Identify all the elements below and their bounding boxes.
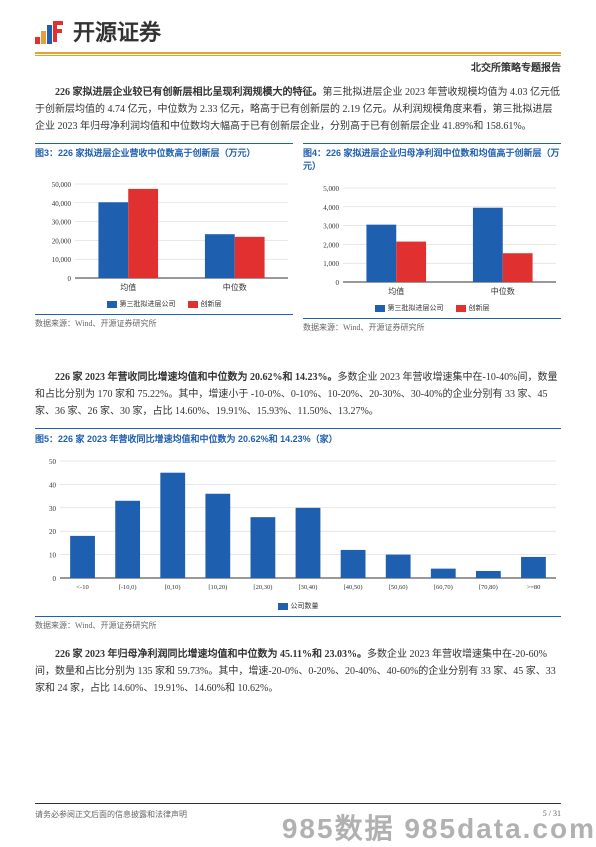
svg-text:3,000: 3,000 xyxy=(323,223,339,231)
paragraph-1: 226 家拟进层企业较已有创新层相比呈现利润规模大的特征。第三批拟进层企业 20… xyxy=(0,84,596,135)
svg-text:0: 0 xyxy=(68,275,72,283)
watermark: 985数据 985data.com xyxy=(282,807,596,847)
company-logo-icon xyxy=(35,19,65,44)
company-logo-text: 开源证券 xyxy=(73,15,161,47)
chart-4-container: 图4：226 家拟进层企业归母净利润中位数和均值高于创新层（万元） 0 1,000… xyxy=(303,143,561,336)
chart-5-legend: 公司数量 xyxy=(35,601,561,611)
svg-text:5,000: 5,000 xyxy=(323,185,339,193)
svg-text:0: 0 xyxy=(336,279,340,287)
paragraph-2-lead: 226 家 2023 年营收同比增速均值和中位数为 20.62%和 14.23%… xyxy=(55,372,338,383)
svg-text:40,000: 40,000 xyxy=(52,200,72,208)
report-type: 北交所策略专题报告 xyxy=(0,56,596,84)
svg-text:50,000: 50,000 xyxy=(52,181,72,189)
paragraph-1-lead: 226 家拟进层企业较已有创新层相比呈现利润规模大的特征。 xyxy=(55,87,323,98)
svg-text:均值: 均值 xyxy=(120,282,136,292)
svg-text:10: 10 xyxy=(49,552,57,560)
chart-5-title: 图5：226 家 2023 年营收同比增速均值和中位数为 20.62%和 14.… xyxy=(35,428,561,448)
svg-text:<-10: <-10 xyxy=(76,584,88,591)
chart-3-source: 数据来源：Wind、开源证券研究所 xyxy=(35,314,293,332)
svg-text:40: 40 xyxy=(49,482,57,490)
paragraph-3: 226 家 2023 年归母净利润同比增速均值和中位数为 45.11%和 23.… xyxy=(0,646,596,697)
svg-text:中位数: 中位数 xyxy=(223,282,247,292)
chart-5-svg: 0 10 20 30 40 50 <-10 [-10,0) [0,10) [10,20) [20,3… xyxy=(35,453,561,598)
svg-text:4,000: 4,000 xyxy=(323,204,339,212)
chart-3-container: 图3：226 家拟进层企业营收中位数高于创新层（万元） 0 10,000 20,00… xyxy=(35,143,293,336)
paragraph-2: 226 家 2023 年营收同比增速均值和中位数为 20.62%和 14.23%… xyxy=(0,369,596,420)
chart-3-legend: 第三批拟进层公司创新层 xyxy=(35,299,293,309)
chart-4-legend: 第三批拟进层公司创新层 xyxy=(303,303,561,313)
svg-text:[0,10): [0,10) xyxy=(165,584,181,591)
paragraph-3-lead: 226 家 2023 年归母净利润同比增速均值和中位数为 45.11%和 23.… xyxy=(55,649,367,660)
chart-3-svg: 0 10,000 20,000 30,000 40,000 50,000 均值 中位数 xyxy=(35,176,293,296)
svg-text:>=80: >=80 xyxy=(527,584,541,591)
svg-text:20: 20 xyxy=(49,528,57,536)
svg-text:[70,80): [70,80) xyxy=(479,584,498,591)
chart-4-svg: 0 1,000 2,000 3,000 4,000 5,000 均值 中位数 xyxy=(303,180,561,300)
svg-text:0: 0 xyxy=(53,575,57,583)
svg-text:2,000: 2,000 xyxy=(323,242,339,250)
svg-text:中位数: 中位数 xyxy=(491,286,515,296)
svg-text:30: 30 xyxy=(49,505,57,513)
svg-text:10,000: 10,000 xyxy=(52,256,72,264)
svg-text:50: 50 xyxy=(49,458,57,466)
svg-text:[10,20): [10,20) xyxy=(208,584,227,591)
svg-text:[-10,0): [-10,0) xyxy=(119,584,137,591)
svg-text:20,000: 20,000 xyxy=(52,237,72,245)
chart-5-source: 数据来源：Wind、开源证券研究所 xyxy=(35,616,561,634)
svg-text:[40,50): [40,50) xyxy=(344,584,363,591)
svg-text:1,000: 1,000 xyxy=(323,260,339,268)
chart-3-title: 图3：226 家拟进层企业营收中位数高于创新层（万元） xyxy=(35,143,293,171)
svg-text:[60,70): [60,70) xyxy=(434,584,453,591)
chart-4-source: 数据来源：Wind、开源证券研究所 xyxy=(303,318,561,336)
chart-4-title: 图4：226 家拟进层企业归母净利润中位数和均值高于创新层（万元） xyxy=(303,143,561,175)
footer-divider xyxy=(35,803,561,804)
svg-text:均值: 均值 xyxy=(388,286,404,296)
svg-text:[20,30): [20,30) xyxy=(253,584,272,591)
svg-text:[30,40): [30,40) xyxy=(299,584,318,591)
footer-disclaimer: 请务必参阅正文后面的信息披露和法律声明 xyxy=(35,809,187,820)
page-header: 开源证券 xyxy=(0,0,596,52)
svg-text:[50,60): [50,60) xyxy=(389,584,408,591)
svg-text:30,000: 30,000 xyxy=(52,219,72,227)
